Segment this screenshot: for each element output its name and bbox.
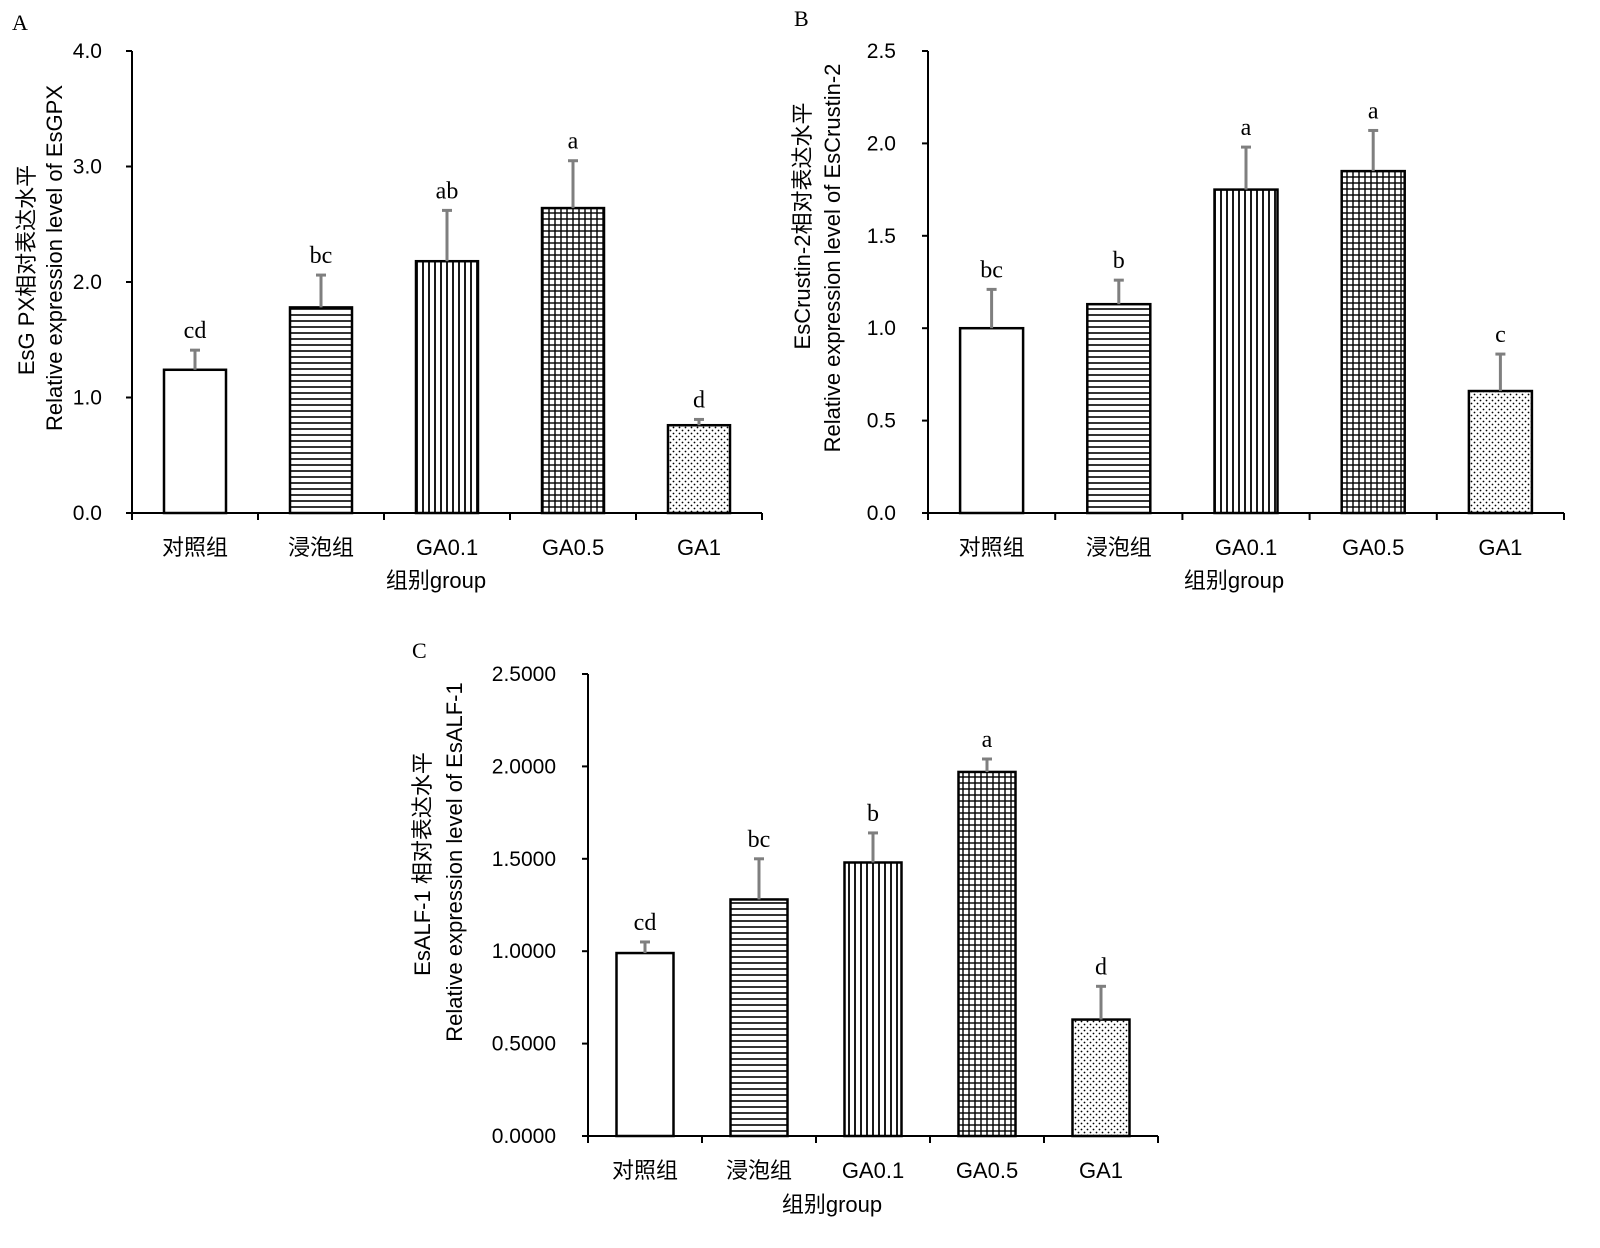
panel-a-y-tick-label: 1.0 [73,387,102,410]
panel-b-bar-ga1 [1467,389,1534,515]
panel-b-ylabel-line1: EsCrustin-2相对表达水平 [790,103,815,350]
panel-b-plot: 0.0 0.5 1.0 1.5 2.0 2.5 bc 对照组 b 浸泡组 a GA0.1 a GA0.5 c… [867,40,1565,560]
panel-a-y-tick-label: 2.0 [73,271,102,294]
panel-a-bar-ga0-5 [540,206,606,515]
panel-c-category-label-ga0-1: GA0.1 [842,1158,904,1183]
panel-c-y-tick-label: 1.0000 [492,940,556,963]
panel-a-plot: 0.0 1.0 2.0 3.0 4.0 cd 对照组 bc 浸泡组 ab GA0.1 a GA0.5 d G… [73,40,763,560]
panel-c-bar-control [615,951,675,1138]
panel-c-sig-label-soak: bc [748,827,771,853]
panel-b-bar-ga0-5 [1340,169,1406,515]
panel-b-bar-soak [1086,302,1152,515]
panel-c-bar-ga0-5 [957,770,1017,1138]
panel-b-xlabel: 组别group [1184,568,1284,593]
panel-a-sig-label-ga0-1: ab [436,178,459,204]
panel-c-bar-ga1 [1071,1018,1131,1138]
panel-c-sig-label-ga1: d [1095,954,1107,980]
panel-b-sig-label-ga0-1: a [1241,115,1252,141]
panel-b: B 0.0 0.5 1.0 1.5 2.0 2.5 bc 对照组 b 浸泡组 a GA0.1 a GA0.… [790,6,1565,593]
panel-a-bar-ga0-1 [414,259,480,515]
panel-a-bar-ga1 [666,423,732,515]
panel-b-y-tick-label: 0.5 [867,410,896,433]
panel-c-category-label-soak: 浸泡组 [726,1158,792,1183]
panel-b-sig-label-ga0-5: a [1368,98,1379,124]
panel-b-y-tick-label: 2.5 [867,40,896,63]
panel-c-bar-ga0-1 [843,861,903,1138]
panel-c-y-tick-label: 2.5000 [492,663,556,686]
panel-c-sig-label-ga0-1: b [867,801,879,827]
panel-a-sig-label-control: cd [184,318,207,344]
panel-a-ylabel-line2: Relative expression level of EsGPX [42,85,67,431]
panel-a-bar-control [162,368,228,515]
panel-a-y-tick-label: 4.0 [73,40,102,63]
panel-a-y-tick-label: 3.0 [73,156,102,179]
panel-b-category-label-ga1: GA1 [1478,535,1522,560]
panel-b-sig-label-soak: b [1113,248,1125,274]
panel-b-y-tick-label: 1.0 [867,317,896,340]
panel-a-y-tick-label: 0.0 [73,502,102,525]
panel-c-category-label-control: 对照组 [612,1158,678,1183]
panel-b-bar-control [958,326,1025,515]
panel-a-sig-label-ga1: d [693,387,705,413]
panel-a-sig-label-ga0-5: a [568,129,579,155]
panel-c-sig-label-ga0-5: a [982,727,993,753]
panel-letter-c: C [412,638,427,663]
panel-b-y-tick-label: 2.0 [867,132,896,155]
panel-c-y-tick-label: 1.5000 [492,848,556,871]
panel-b-y-tick-label: 0.0 [867,502,896,525]
panel-c-category-label-ga0-5: GA0.5 [956,1158,1018,1183]
panel-a-category-label-control: 对照组 [162,535,228,560]
panel-c-category-label-ga1: GA1 [1079,1158,1123,1183]
panel-b-category-label-ga0-5: GA0.5 [1342,535,1404,560]
panel-c-y-tick-label: 0.0000 [492,1125,556,1148]
panel-c-xlabel: 组别group [782,1192,882,1217]
panel-b-bar-ga0-1 [1213,188,1279,515]
panel-a-sig-label-soak: bc [310,243,333,269]
panel-a-category-label-ga0-5: GA0.5 [542,535,604,560]
panel-a: A 0.0 1.0 2.0 3.0 4.0 cd 对照组 bc 浸泡组 ab GA0.1 a GA0.5… [12,10,763,593]
panel-a-category-label-soak: 浸泡组 [288,535,354,560]
panel-b-sig-label-ga1: c [1495,322,1506,348]
panel-c-ylabel-line2: Relative expression level of EsALF-1 [442,682,467,1042]
panel-a-category-label-ga0-1: GA0.1 [416,535,478,560]
panel-b-category-label-ga0-1: GA0.1 [1215,535,1277,560]
panel-a-ylabel-line1: EsG PX相对表达水平 [14,165,39,375]
panel-b-category-label-control: 对照组 [959,535,1025,560]
panel-c-ylabel-line1: EsALF-1 相对表达水平 [410,752,435,976]
panel-c-y-tick-label: 0.5000 [492,1033,556,1056]
panel-a-category-label-ga1: GA1 [677,535,721,560]
panel-c-sig-label-control: cd [634,910,657,936]
panel-a-bar-soak [288,306,354,515]
panel-b-sig-label-control: bc [980,257,1003,283]
panel-b-category-label-soak: 浸泡组 [1086,535,1152,560]
panel-letter-b: B [794,6,809,31]
panel-letter-a: A [12,10,28,35]
panel-b-y-tick-label: 1.5 [867,225,896,248]
panel-c-bar-soak [729,898,789,1138]
panel-a-xlabel: 组别group [386,568,486,593]
panel-c-y-tick-label: 2.0000 [492,755,556,778]
panel-c-plot: 0.0000 0.5000 1.0000 1.5000 2.0000 2.5000 cd 对照… [492,663,1159,1183]
panel-c: C 0.0000 0.5000 1.0000 1.5000 2.0000 2.5000 cd… [410,638,1159,1217]
panel-b-ylabel-line2: Relative expression level of EsCrustin-2 [820,64,845,453]
